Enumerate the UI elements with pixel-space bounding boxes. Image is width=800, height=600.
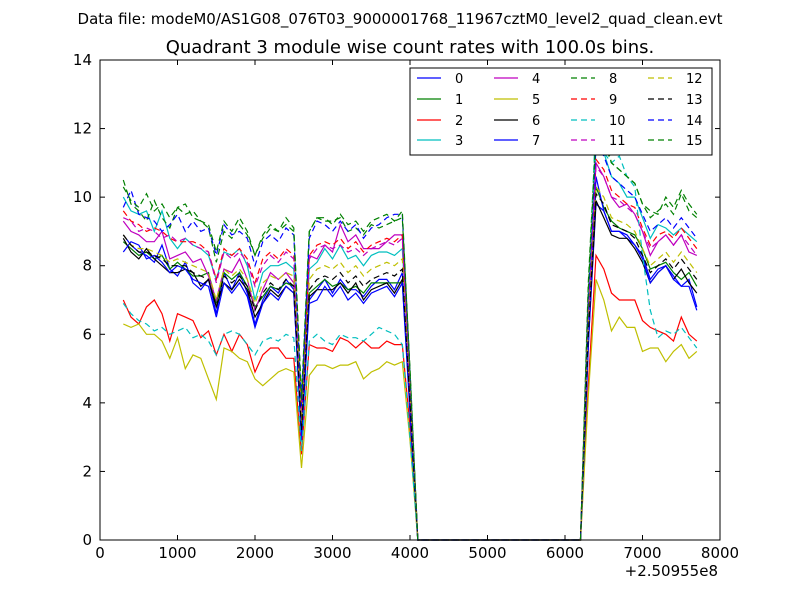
legend-label-7: 7 xyxy=(532,134,540,149)
series-line-7 xyxy=(122,176,698,541)
legend-label-1: 1 xyxy=(455,93,463,108)
axes: 0 1000 2000 3000 4000 5000 6000 7000 80000246810… xyxy=(73,51,739,562)
x-tick-label: 6000 xyxy=(546,544,584,562)
legend-label-3: 3 xyxy=(455,134,463,149)
legend-label-0: 0 xyxy=(455,72,463,87)
legend-label-9: 9 xyxy=(609,93,617,108)
y-tick-label: 6 xyxy=(82,325,92,343)
x-tick-label: 1000 xyxy=(158,544,196,562)
y-tick-label: 2 xyxy=(82,462,92,480)
legend-label-4: 4 xyxy=(532,72,540,87)
series-line-11 xyxy=(123,164,698,541)
y-tick-label: 8 xyxy=(82,257,92,275)
legend-label-11: 11 xyxy=(609,134,626,149)
x-tick-label: 2000 xyxy=(236,544,274,562)
y-tick-label: 12 xyxy=(73,120,92,138)
x-tick-label: 8000 xyxy=(701,544,739,562)
legend-label-14: 14 xyxy=(686,114,703,129)
legend-label-5: 5 xyxy=(532,93,540,108)
legend-label-10: 10 xyxy=(609,114,626,129)
series-line-5 xyxy=(123,279,698,541)
x-tick-label: 5000 xyxy=(468,544,506,562)
y-tick-label: 0 xyxy=(82,531,92,549)
x-offset-label: +2.50955e8 xyxy=(625,562,718,580)
series-line-13 xyxy=(122,192,698,541)
x-tick-label: 3000 xyxy=(313,544,351,562)
series-line-15 xyxy=(122,130,698,541)
x-tick-label: 0 xyxy=(95,544,105,562)
legend-label-12: 12 xyxy=(686,72,703,87)
legend-label-6: 6 xyxy=(532,114,540,129)
legend-label-8: 8 xyxy=(609,72,617,87)
series-line-9 xyxy=(122,157,698,541)
x-tick-label: 4000 xyxy=(391,544,429,562)
series-lines xyxy=(122,107,698,541)
legend-label-13: 13 xyxy=(686,93,703,108)
legend-label-15: 15 xyxy=(686,134,703,149)
chart-title: Quadrant 3 module wise count rates with … xyxy=(166,37,655,58)
y-tick-label: 4 xyxy=(82,394,92,412)
x-tick-label: 7000 xyxy=(623,544,661,562)
y-tick-label: 14 xyxy=(73,51,92,69)
figure-suptitle: Data file: modeM0/AS1G08_076T03_90000017… xyxy=(78,10,723,29)
legend-label-2: 2 xyxy=(455,114,463,129)
y-tick-label: 10 xyxy=(73,188,92,206)
